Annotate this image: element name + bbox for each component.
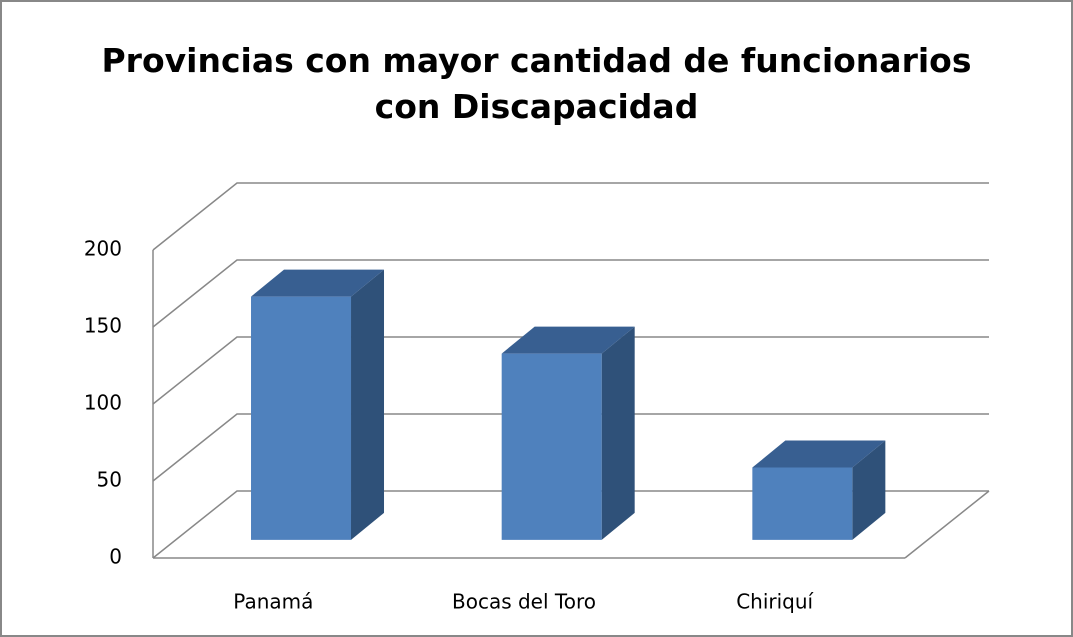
y-tick-label: 200 [84,237,122,261]
bar [251,269,385,540]
chart-title: Provincias con mayor cantidad de funcion… [101,41,972,126]
grid-line [152,336,989,405]
bar [752,440,886,540]
bar-side [601,326,635,540]
bar-side [852,440,886,540]
bar-top [501,326,635,354]
grid-line [152,490,989,559]
bar [501,326,635,540]
y-tick-label: 150 [84,314,122,338]
bar-front [251,296,352,540]
bar-top [251,269,385,297]
bar-front [501,353,602,540]
floor-edge [904,490,990,559]
grid-line [152,182,989,251]
y-tick-label: 50 [97,468,122,492]
x-tick-label: Panamá [233,590,313,614]
bar-side [351,269,385,540]
bar-front [752,467,853,540]
bar-top [752,440,886,468]
x-tick-label: Chiriquí [736,590,814,614]
grid-line [152,259,989,328]
y-tick-label: 0 [109,545,122,569]
grid-line [152,413,989,482]
x-tick-label: Bocas del Toro [452,590,596,614]
y-tick-label: 100 [84,391,122,415]
